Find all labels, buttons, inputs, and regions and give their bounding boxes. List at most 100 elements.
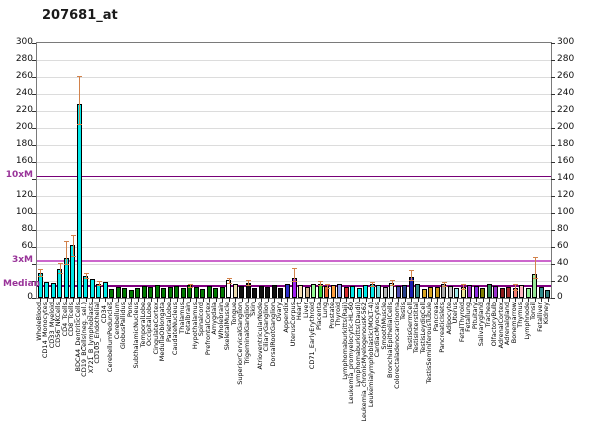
gridline (37, 161, 551, 163)
gridline (37, 59, 551, 61)
bar (284, 284, 290, 298)
bar (337, 284, 343, 298)
bar (180, 287, 186, 298)
x-tick (352, 298, 354, 302)
bar (265, 286, 271, 298)
error-bar-cap (83, 273, 89, 275)
y-axis-label: 80 (21, 223, 33, 234)
x-tick (515, 298, 517, 302)
error-bar-cap (77, 123, 83, 125)
y-tick-right (551, 161, 555, 163)
x-tick (72, 298, 74, 302)
error-bar (66, 241, 68, 264)
ref-line-label-10xm: 10xM (5, 169, 33, 180)
error-bar-cap (77, 76, 83, 78)
x-tick (287, 298, 289, 302)
x-tick (521, 298, 523, 302)
error-bar (515, 284, 517, 290)
error-bar-cap (70, 255, 76, 257)
y-tick-right (551, 297, 555, 299)
reference-line-10xm (37, 175, 551, 177)
bar (213, 287, 219, 298)
bar (356, 287, 362, 298)
x-tick (528, 298, 530, 302)
x-tick (502, 298, 504, 302)
y-tick-right (551, 280, 555, 282)
bar (402, 285, 408, 298)
bar (44, 281, 50, 298)
x-tick (391, 298, 393, 302)
x-tick (92, 298, 94, 302)
bar (473, 286, 479, 298)
error-bar (326, 283, 328, 288)
y-axis-label-right: 160 (557, 155, 575, 166)
y-tick-right (551, 110, 555, 112)
y-axis-label-right: 60 (557, 240, 569, 251)
x-tick (79, 298, 81, 302)
gridline (37, 127, 551, 129)
y-axis-label: 240 (15, 87, 33, 98)
x-tick (189, 298, 191, 302)
bar (271, 285, 277, 298)
bar (167, 286, 173, 298)
error-bar-cap (57, 272, 63, 274)
x-tick (359, 298, 361, 302)
gridline (37, 178, 551, 180)
bar (415, 284, 421, 298)
x-tick (228, 298, 230, 302)
error-bar (320, 281, 322, 286)
error-bar-cap (83, 278, 89, 280)
bar (128, 289, 134, 298)
error-bar-cap (246, 280, 252, 282)
x-tick (417, 298, 419, 302)
error-bar (85, 273, 87, 279)
chart-title: 207681_at (42, 8, 118, 23)
bar (109, 288, 115, 298)
bar (200, 288, 206, 298)
bar (135, 287, 141, 298)
x-tick (215, 298, 217, 302)
y-tick-left (32, 76, 36, 78)
x-tick (124, 298, 126, 302)
x-tick (450, 298, 452, 302)
bar (304, 286, 310, 298)
y-axis-label: 300 (15, 36, 33, 47)
error-bar-cap (96, 281, 102, 282)
x-tick (53, 298, 55, 302)
gridline (37, 229, 551, 231)
x-tick (372, 298, 374, 302)
y-axis-label-right: 40 (557, 257, 569, 268)
x-tick (183, 298, 185, 302)
x-tick (320, 298, 322, 302)
y-axis-label-right: 200 (557, 121, 575, 132)
y-axis-label: 220 (15, 104, 33, 115)
bar (122, 287, 128, 298)
y-axis-label-right: 240 (557, 87, 575, 98)
y-tick-left (32, 212, 36, 214)
x-tick (176, 298, 178, 302)
bar (193, 286, 199, 298)
x-tick (59, 298, 61, 302)
error-bar (411, 269, 413, 281)
bar (148, 286, 154, 298)
x-tick (307, 298, 308, 302)
error-bar-cap (441, 281, 447, 283)
error-bar-cap (96, 285, 102, 287)
y-axis-label-right: 220 (557, 104, 575, 115)
x-tick (411, 298, 413, 302)
x-tick (248, 298, 250, 302)
x-tick (40, 298, 42, 302)
bar (330, 285, 336, 298)
bar (421, 288, 427, 298)
x-tick (326, 298, 328, 302)
bar (161, 287, 167, 298)
error-bar-cap (370, 281, 376, 283)
bar (102, 281, 108, 298)
error-bar-cap (324, 287, 330, 289)
error-bar-cap (513, 284, 519, 286)
error-bar-cap (64, 241, 70, 243)
bar (232, 284, 238, 298)
error-bar-cap (324, 283, 330, 285)
y-tick-left (32, 195, 36, 197)
ref-line-label-3xm: 3xM (11, 254, 33, 265)
